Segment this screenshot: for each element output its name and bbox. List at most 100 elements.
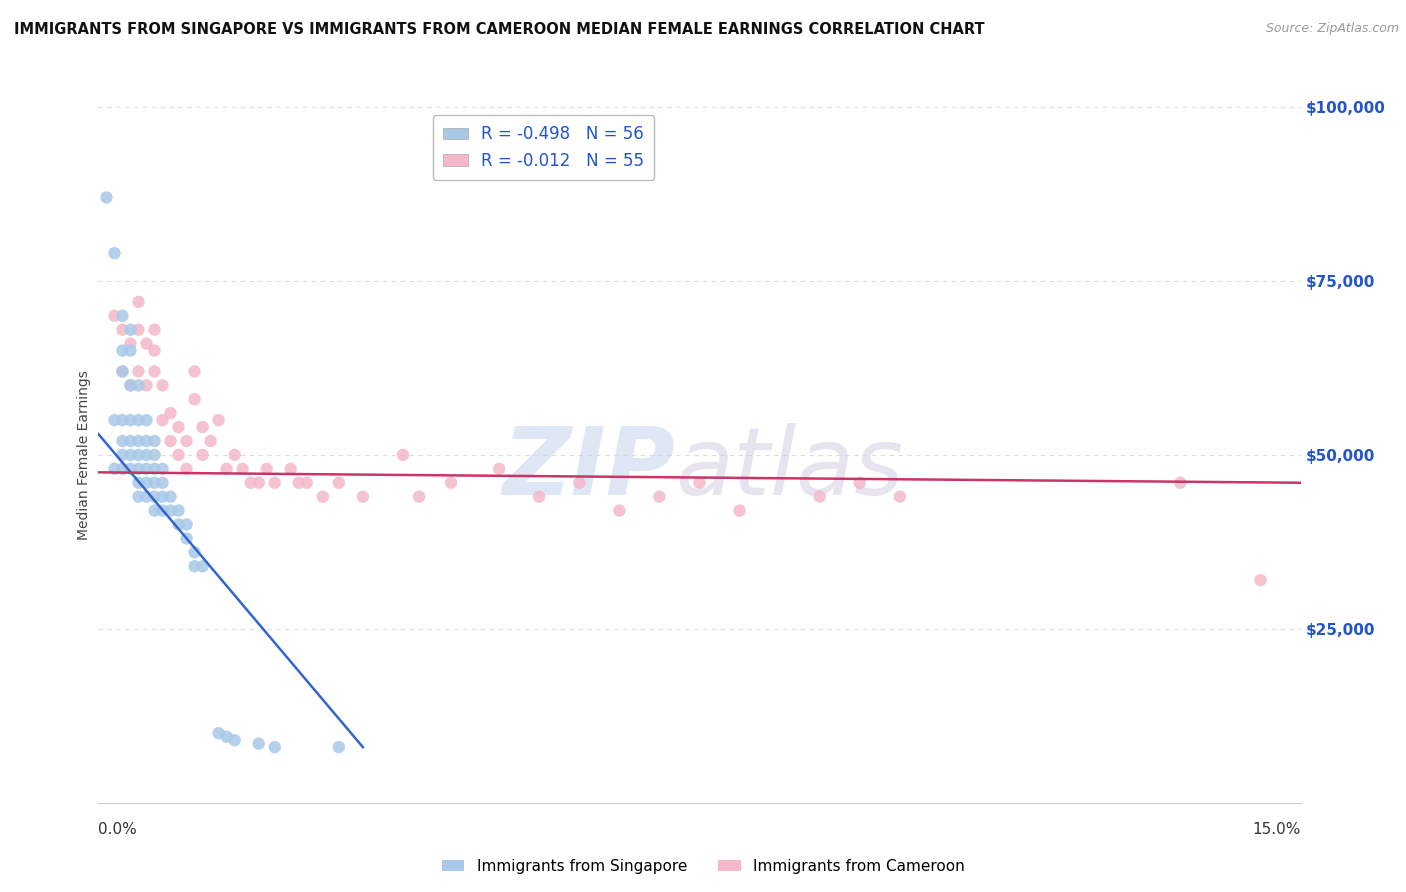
Point xyxy=(111,364,134,378)
Point xyxy=(159,406,181,420)
Point xyxy=(120,378,142,392)
Point xyxy=(328,475,350,490)
Point xyxy=(143,364,166,378)
Y-axis label: Median Female Earnings: Median Female Earnings xyxy=(77,370,91,540)
Point xyxy=(200,434,222,448)
Point xyxy=(191,559,214,574)
Point xyxy=(143,434,166,448)
Point xyxy=(111,448,134,462)
Point xyxy=(689,475,711,490)
Point xyxy=(152,378,174,392)
Point xyxy=(408,490,430,504)
Point xyxy=(247,475,270,490)
Text: ZIP: ZIP xyxy=(502,423,675,515)
Point xyxy=(849,475,872,490)
Point xyxy=(183,364,205,378)
Point xyxy=(143,462,166,476)
Point xyxy=(568,475,591,490)
Point xyxy=(263,475,285,490)
Point xyxy=(143,343,166,358)
Point xyxy=(143,448,166,462)
Point xyxy=(176,462,198,476)
Text: IMMIGRANTS FROM SINGAPORE VS IMMIGRANTS FROM CAMEROON MEDIAN FEMALE EARNINGS COR: IMMIGRANTS FROM SINGAPORE VS IMMIGRANTS … xyxy=(14,22,984,37)
Point xyxy=(183,392,205,407)
Point xyxy=(288,475,311,490)
Point xyxy=(889,490,911,504)
Point xyxy=(728,503,751,517)
Point xyxy=(167,420,190,434)
Legend: Immigrants from Singapore, Immigrants from Cameroon: Immigrants from Singapore, Immigrants fr… xyxy=(436,853,970,880)
Point xyxy=(120,323,142,337)
Point xyxy=(135,462,157,476)
Point xyxy=(280,462,302,476)
Point xyxy=(529,490,551,504)
Point xyxy=(648,490,671,504)
Point xyxy=(120,462,142,476)
Point xyxy=(135,448,157,462)
Point xyxy=(143,475,166,490)
Point xyxy=(440,475,463,490)
Point xyxy=(191,420,214,434)
Point xyxy=(120,434,142,448)
Point xyxy=(208,726,231,740)
Point xyxy=(609,503,631,517)
Text: 0.0%: 0.0% xyxy=(98,822,138,837)
Point xyxy=(239,475,262,490)
Point xyxy=(120,378,142,392)
Point xyxy=(128,475,150,490)
Point xyxy=(128,462,150,476)
Point xyxy=(128,294,150,309)
Point xyxy=(96,190,118,204)
Point xyxy=(152,475,174,490)
Point xyxy=(152,413,174,427)
Point xyxy=(183,559,205,574)
Point xyxy=(167,448,190,462)
Point xyxy=(111,462,134,476)
Point xyxy=(143,503,166,517)
Point xyxy=(392,448,415,462)
Point xyxy=(120,448,142,462)
Point xyxy=(167,503,190,517)
Point xyxy=(191,448,214,462)
Point xyxy=(135,413,157,427)
Point xyxy=(215,462,238,476)
Point xyxy=(159,503,181,517)
Point xyxy=(111,343,134,358)
Point xyxy=(176,434,198,448)
Point xyxy=(120,336,142,351)
Point xyxy=(111,434,134,448)
Point xyxy=(111,323,134,337)
Point xyxy=(152,490,174,504)
Point xyxy=(135,490,157,504)
Point xyxy=(1170,475,1192,490)
Point xyxy=(352,490,374,504)
Point xyxy=(143,490,166,504)
Point xyxy=(128,434,150,448)
Legend: R = -0.498   N = 56, R = -0.012   N = 55: R = -0.498 N = 56, R = -0.012 N = 55 xyxy=(433,115,654,179)
Point xyxy=(111,413,134,427)
Point xyxy=(135,378,157,392)
Point xyxy=(295,475,318,490)
Point xyxy=(159,434,181,448)
Point xyxy=(159,490,181,504)
Point xyxy=(128,490,150,504)
Point xyxy=(232,462,254,476)
Point xyxy=(128,448,150,462)
Point xyxy=(328,740,350,755)
Point xyxy=(208,413,231,427)
Point xyxy=(128,364,150,378)
Point xyxy=(143,323,166,337)
Point xyxy=(247,737,270,751)
Point xyxy=(224,733,246,747)
Point xyxy=(120,413,142,427)
Point xyxy=(167,517,190,532)
Text: Source: ZipAtlas.com: Source: ZipAtlas.com xyxy=(1265,22,1399,36)
Point xyxy=(152,503,174,517)
Point xyxy=(183,545,205,559)
Point xyxy=(176,517,198,532)
Point xyxy=(128,378,150,392)
Point xyxy=(808,490,831,504)
Point xyxy=(120,343,142,358)
Point xyxy=(103,309,125,323)
Point xyxy=(111,364,134,378)
